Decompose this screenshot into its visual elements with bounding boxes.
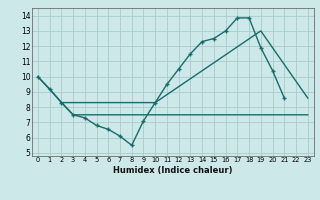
X-axis label: Humidex (Indice chaleur): Humidex (Indice chaleur) — [113, 166, 233, 175]
